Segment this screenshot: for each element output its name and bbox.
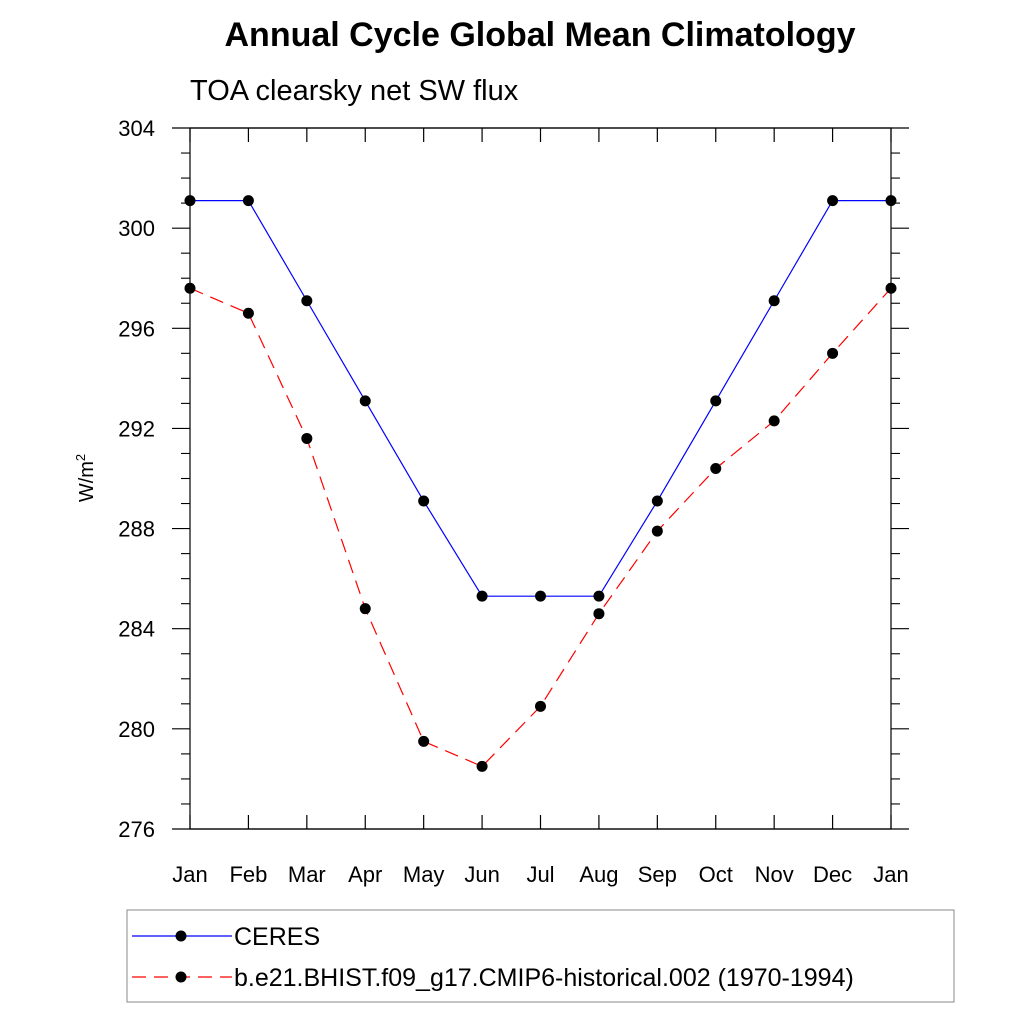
x-axis: Jan Feb Mar Apr May Jun Jul Aug Sep Oct Nov Dec Jan (172, 127, 909, 887)
y-tick-label: 300 (118, 216, 155, 241)
x-tick-label: May (403, 862, 445, 887)
chart-title: Annual Cycle Global Mean Climatology (225, 16, 856, 54)
legend-swatch-marker (175, 930, 187, 942)
series-layer (184, 195, 897, 772)
data-point (710, 462, 722, 474)
x-tick-label: Feb (229, 862, 267, 887)
data-point (827, 195, 839, 207)
data-point (301, 295, 313, 307)
y-tick-label: 304 (118, 116, 155, 141)
legend-label: CERES (234, 923, 320, 951)
y-tick-label: 280 (118, 717, 155, 742)
data-point (651, 495, 663, 507)
y-axis-label-text: W/m (76, 461, 98, 502)
data-point (242, 195, 254, 207)
series-line (189, 287, 892, 768)
y-axis-label: W/m2 (73, 454, 98, 502)
data-point (651, 525, 663, 537)
svg-text:W/m2: W/m2 (73, 454, 98, 502)
legend: CERES b.e21.BHIST.f09_g17.CMIP6-historica… (126, 909, 955, 1003)
x-tick-label: Oct (699, 862, 733, 887)
plot-frame (189, 127, 892, 830)
x-tick-label: Mar (288, 862, 326, 887)
legend-box (126, 909, 955, 1003)
x-tick-label: Jun (464, 862, 499, 887)
data-point (710, 395, 722, 407)
data-point (476, 590, 488, 602)
data-point (184, 195, 196, 207)
x-tick-label: Jan (873, 862, 908, 887)
x-tick-label: Jul (526, 862, 554, 887)
series-2 (184, 282, 897, 772)
x-tick-label: Dec (813, 862, 852, 887)
data-point (242, 307, 254, 319)
legend-label: b.e21.BHIST.f09_g17.CMIP6-historical.002… (234, 964, 854, 992)
x-tick-label: Nov (755, 862, 794, 887)
plot-area (189, 127, 892, 830)
data-point (593, 608, 605, 620)
data-point (301, 432, 313, 444)
data-point (593, 590, 605, 602)
data-point (768, 295, 780, 307)
data-point (827, 347, 839, 359)
chart-subtitle: TOA clearsky net SW flux (190, 75, 519, 107)
data-point (885, 195, 897, 207)
data-point (535, 700, 546, 712)
data-point (535, 590, 546, 602)
data-point (359, 395, 371, 407)
data-point (768, 415, 780, 427)
x-tick-label: Jan (172, 862, 207, 887)
y-axis-label-superscript: 2 (73, 454, 88, 461)
y-axis: 276 280 284 288 292 296 300 304 (118, 116, 909, 842)
x-tick-label: Aug (579, 862, 618, 887)
y-tick-label: 292 (118, 416, 155, 441)
x-tick-label: Sep (638, 862, 677, 887)
data-point (476, 760, 488, 772)
series-1 (184, 195, 897, 602)
series-line (190, 200, 891, 597)
y-tick-label: 276 (118, 817, 155, 842)
y-tick-label: 284 (118, 617, 155, 642)
y-tick-label: 288 (118, 517, 155, 542)
y-tick-label: 296 (118, 316, 155, 341)
legend-swatch-marker (175, 971, 187, 983)
x-tick-label: Apr (348, 862, 382, 887)
data-point (418, 735, 430, 747)
data-point (885, 282, 897, 294)
data-point (184, 282, 196, 294)
data-point (359, 603, 371, 615)
data-point (418, 495, 430, 507)
